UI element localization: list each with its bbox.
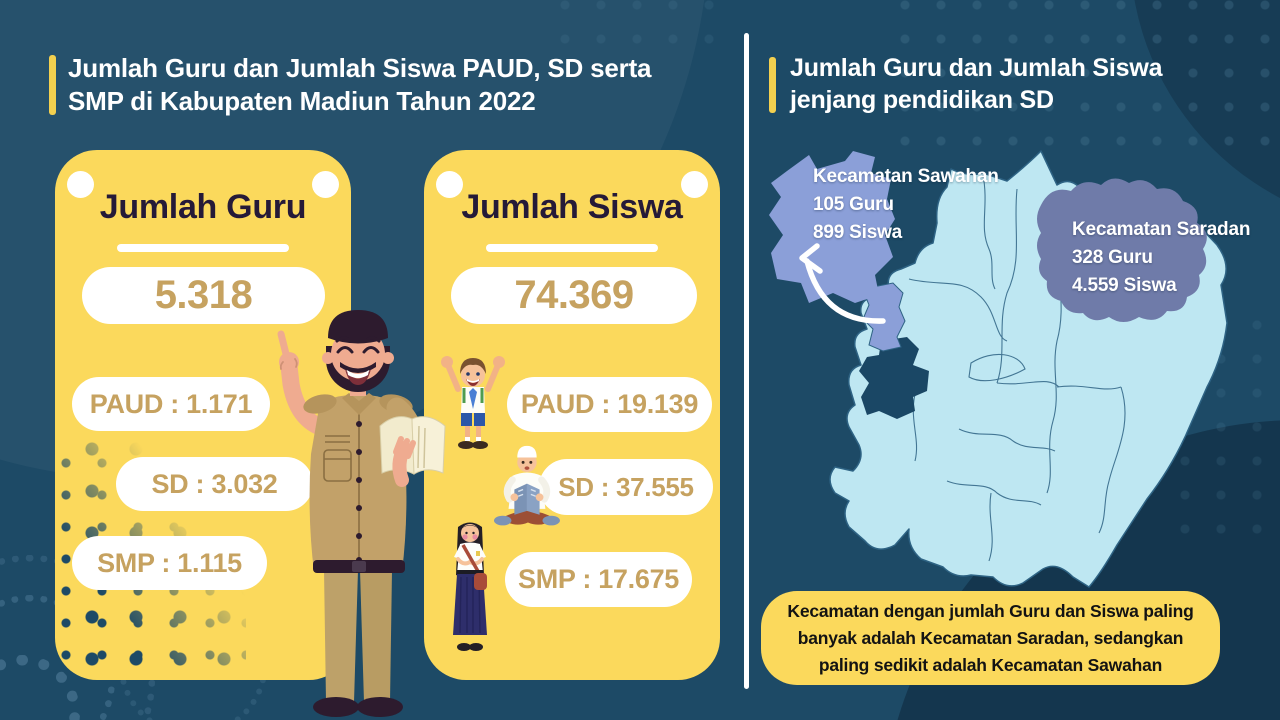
bg-dot-pattern	[900, 0, 1280, 165]
teacher-illustration	[277, 310, 446, 717]
guru-total-value: 5.318	[82, 267, 325, 324]
title-accent-bar	[769, 57, 776, 113]
school-girl-illustration	[453, 522, 487, 651]
region-saradan	[1037, 178, 1207, 322]
card-pin-icon	[67, 171, 94, 198]
cheering-boy-illustration	[441, 356, 505, 449]
bg-dotted-ring	[0, 655, 80, 720]
conclusion-box: Kecamatan dengan jumlah Guru dan Siswa p…	[761, 591, 1220, 685]
guru-paud-value: PAUD : 1.171	[72, 377, 270, 431]
main-title: Jumlah Guru dan Jumlah Siswa PAUD, SD se…	[68, 52, 651, 118]
siswa-smp-value: SMP : 17.675	[505, 552, 692, 607]
card-pin-icon	[436, 171, 463, 198]
guru-card-title: Jumlah Guru	[99, 188, 307, 226]
map-title-line1: Jumlah Guru dan Jumlah Siswa	[790, 54, 1163, 82]
main-title-line2: SMP di Kabupaten Madiun Tahun 2022	[68, 86, 536, 116]
conclusion-line1: Kecamatan dengan jumlah Guru dan Siswa p…	[787, 600, 1194, 621]
region-dark-district	[859, 337, 929, 419]
siswa-total-value: 74.369	[451, 267, 697, 324]
siswa-sd-value: SD : 37.555	[539, 459, 713, 515]
map-kabupaten-madiun	[769, 150, 1228, 588]
bg-dot-pattern	[560, 0, 740, 55]
map-section-title: Jumlah Guru dan Jumlah Siswa jenjang pen…	[790, 52, 1162, 116]
district-borders	[908, 174, 1126, 562]
saradan-siswa: 4.559 Siswa	[1072, 275, 1177, 296]
region-sawahan-enlarged	[769, 151, 895, 303]
map-title-line2: jenjang pendidikan SD	[790, 86, 1054, 114]
siswa-card-title: Jumlah Siswa	[461, 188, 683, 226]
sawahan-name: Kecamatan Sawahan	[813, 166, 999, 187]
main-title-line1: Jumlah Guru dan Jumlah Siswa PAUD, SD se…	[68, 53, 652, 83]
saradan-guru: 328 Guru	[1072, 247, 1153, 268]
card-title-underline	[117, 244, 289, 252]
sawahan-arrow-icon	[799, 243, 886, 324]
sawahan-siswa: 899 Siswa	[813, 222, 903, 243]
peci-cap-icon	[328, 310, 388, 344]
panel-divider	[744, 33, 749, 689]
conclusion-line3: paling sedikit adalah Kecamatan Sawahan	[818, 654, 1163, 675]
guru-sd-value: SD : 3.032	[116, 457, 313, 511]
reading-boy-illustration	[493, 445, 560, 526]
card-pin-icon	[681, 171, 708, 198]
label-kecamatan-sawahan: Kecamatan Sawahan 105 Guru 899 Siswa	[813, 163, 999, 247]
guru-smp-value: SMP : 1.115	[72, 536, 267, 590]
sawahan-guru: 105 Guru	[813, 194, 894, 215]
region-sawahan-small	[862, 282, 906, 352]
label-kecamatan-saradan: Kecamatan Saradan 328 Guru 4.559 Siswa	[1072, 216, 1250, 300]
saradan-name: Kecamatan Saradan	[1072, 219, 1251, 240]
card-pin-icon	[312, 171, 339, 198]
card-title-underline	[486, 244, 658, 252]
siswa-paud-value: PAUD : 19.139	[507, 377, 712, 432]
conclusion-line2: banyak adalah Kecamatan Saradan, sedangk…	[797, 627, 1184, 648]
title-accent-bar	[49, 55, 56, 115]
